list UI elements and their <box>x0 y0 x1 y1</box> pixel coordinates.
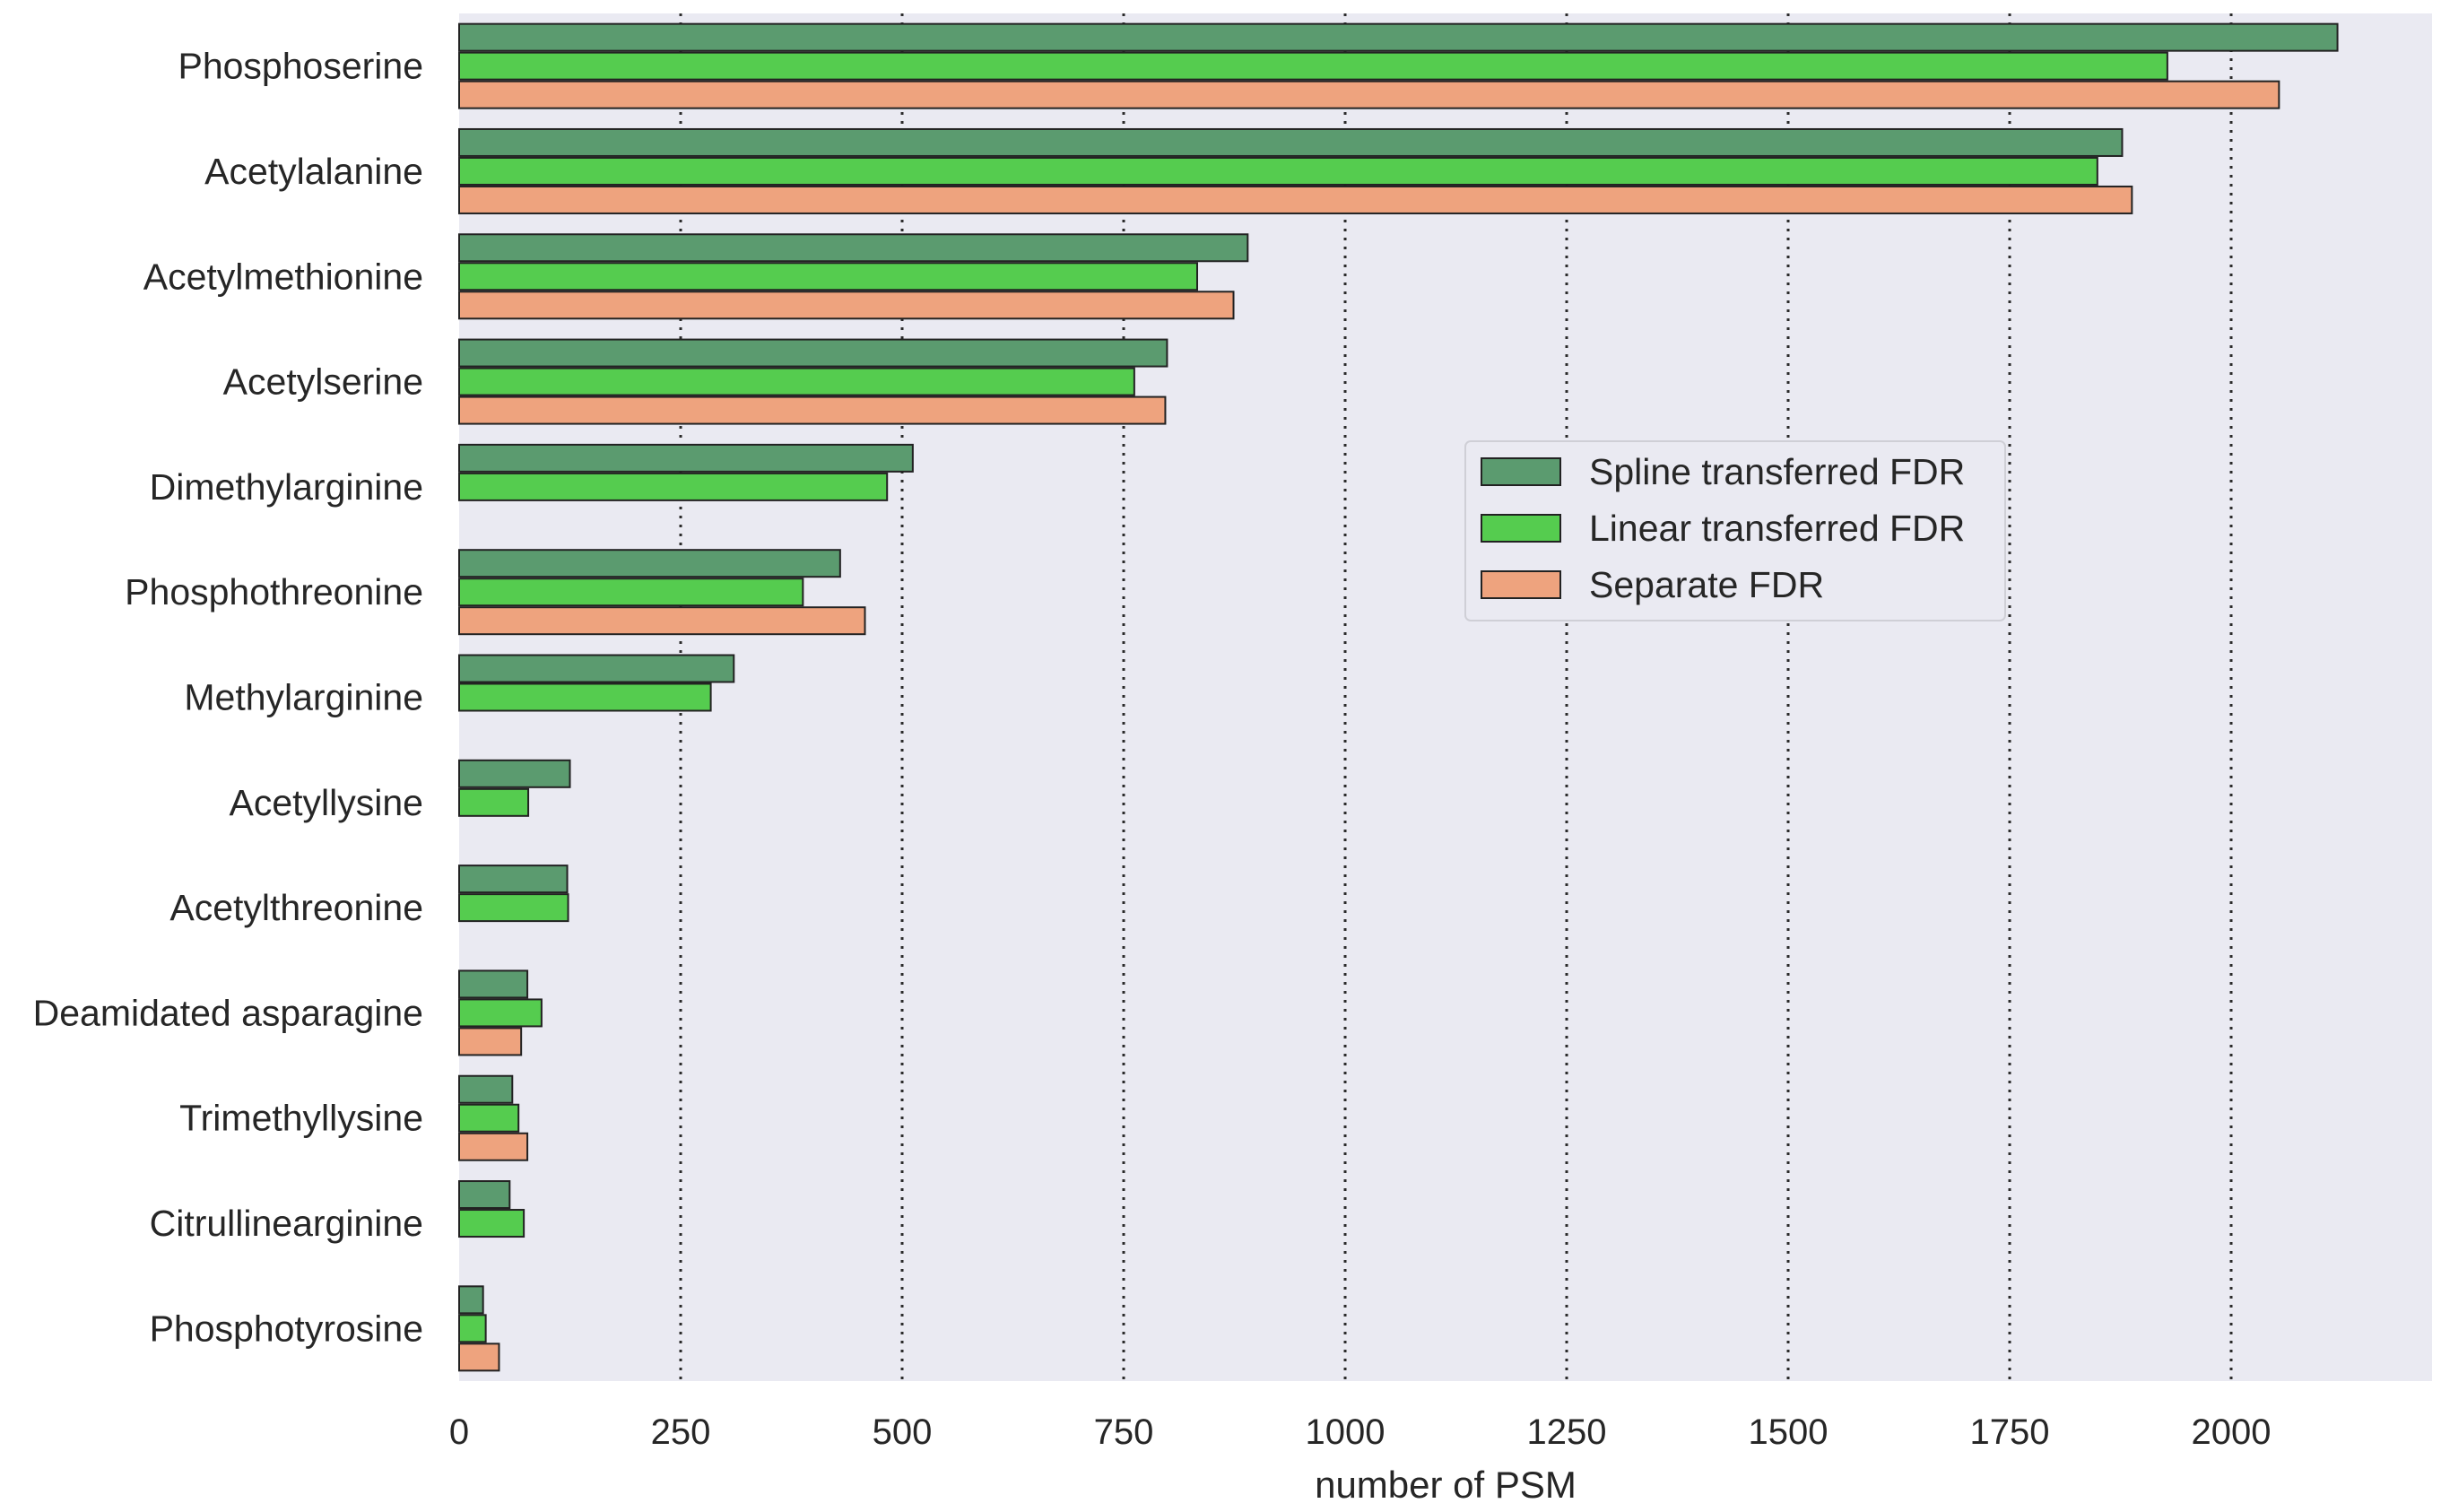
category-label: Acetylmethionine <box>143 256 423 297</box>
bar-spline-transferred-fdr <box>458 233 1249 263</box>
grid-lines <box>679 13 2233 1381</box>
bar-linear-transferred-fdr <box>458 262 1199 291</box>
bar-spline-transferred-fdr <box>458 969 529 999</box>
bar-linear-transferred-fdr <box>458 1314 487 1343</box>
x-tick-label-250: 250 <box>651 1412 711 1452</box>
bar-spline-transferred-fdr <box>458 443 914 473</box>
bar-linear-transferred-fdr <box>458 1103 520 1133</box>
bars <box>458 22 2339 1372</box>
x-tick-label-1750: 1750 <box>1970 1412 2050 1452</box>
bar-separate-fdr <box>458 395 1167 425</box>
bar-linear-transferred-fdr <box>458 893 569 923</box>
bar-separate-fdr <box>458 80 2280 109</box>
bar-linear-transferred-fdr <box>458 156 2098 186</box>
bar-linear-transferred-fdr <box>458 472 889 501</box>
bar-separate-fdr <box>458 1027 523 1056</box>
bar-spline-transferred-fdr <box>458 1180 511 1210</box>
category-label: Trimethyllysine <box>179 1098 423 1139</box>
category-label: Acetylserine <box>223 361 423 403</box>
category-label: Dimethylarginine <box>150 466 423 508</box>
bar-linear-transferred-fdr <box>458 367 1135 396</box>
category-label: Deamidated asparagine <box>33 992 423 1033</box>
category-label: Phosphoserine <box>178 46 423 87</box>
bar-linear-transferred-fdr <box>458 1209 526 1238</box>
bar-spline-transferred-fdr <box>458 338 1168 368</box>
x-tick-label-0: 0 <box>449 1412 469 1452</box>
category-label: Phosphothreonine <box>125 571 423 613</box>
category-labels: Phosphoserine Acetylalanine Acetylmethioni… <box>33 46 423 1350</box>
bar-separate-fdr <box>458 606 866 636</box>
legend-label-separate: Separate FDR <box>1589 564 1824 605</box>
bar-separate-fdr <box>458 291 1235 320</box>
x-tick-label-750: 750 <box>1094 1412 1154 1452</box>
bar-spline-transferred-fdr <box>458 549 841 578</box>
bar-spline-transferred-fdr <box>458 654 735 683</box>
x-tick-label-2000: 2000 <box>2192 1412 2272 1452</box>
x-tick-label-1500: 1500 <box>1749 1412 1829 1452</box>
bar-separate-fdr <box>458 185 2133 214</box>
plot-background <box>459 13 2432 1381</box>
category-label: Phosphotyrosine <box>150 1308 423 1349</box>
x-tick-label-500: 500 <box>873 1412 933 1452</box>
bar-linear-transferred-fdr <box>458 787 530 817</box>
bar-linear-transferred-fdr <box>458 998 543 1028</box>
bar-separate-fdr <box>458 1132 529 1161</box>
legend-frame <box>1464 440 2006 621</box>
bar-linear-transferred-fdr <box>458 578 804 607</box>
x-tick-labels: 0 250 500 750 1000 1250 1500 1750 2000 <box>449 1412 2272 1452</box>
legend: Spline transferred FDR Linear transferre… <box>1464 440 2006 621</box>
category-label: Acetylthreonine <box>169 887 423 928</box>
legend-swatch-separate <box>1481 570 1561 599</box>
bar-spline-transferred-fdr <box>458 1285 484 1315</box>
bar-spline-transferred-fdr <box>458 22 2339 52</box>
category-label: Methylarginine <box>184 677 423 718</box>
category-label: Citrullinearginine <box>150 1203 423 1244</box>
category-label: Acetylalanine <box>204 151 423 192</box>
x-axis-label: number of PSM <box>1315 1464 1577 1506</box>
bar-separate-fdr <box>458 1343 500 1372</box>
bar-linear-transferred-fdr <box>458 682 712 712</box>
bar-spline-transferred-fdr <box>458 759 571 788</box>
x-tick-label-1250: 1250 <box>1527 1412 1607 1452</box>
bar-spline-transferred-fdr <box>458 865 569 894</box>
bar-linear-transferred-fdr <box>458 51 2168 81</box>
x-tick-label-1000: 1000 <box>1306 1412 1386 1452</box>
bar-spline-transferred-fdr <box>458 127 2124 157</box>
legend-label-linear: Linear transferred FDR <box>1589 508 1965 549</box>
legend-swatch-spline <box>1481 457 1561 486</box>
legend-label-spline: Spline transferred FDR <box>1589 451 1965 492</box>
bar-spline-transferred-fdr <box>458 1074 514 1104</box>
category-label: Acetyllysine <box>230 782 423 823</box>
legend-swatch-linear <box>1481 514 1561 543</box>
